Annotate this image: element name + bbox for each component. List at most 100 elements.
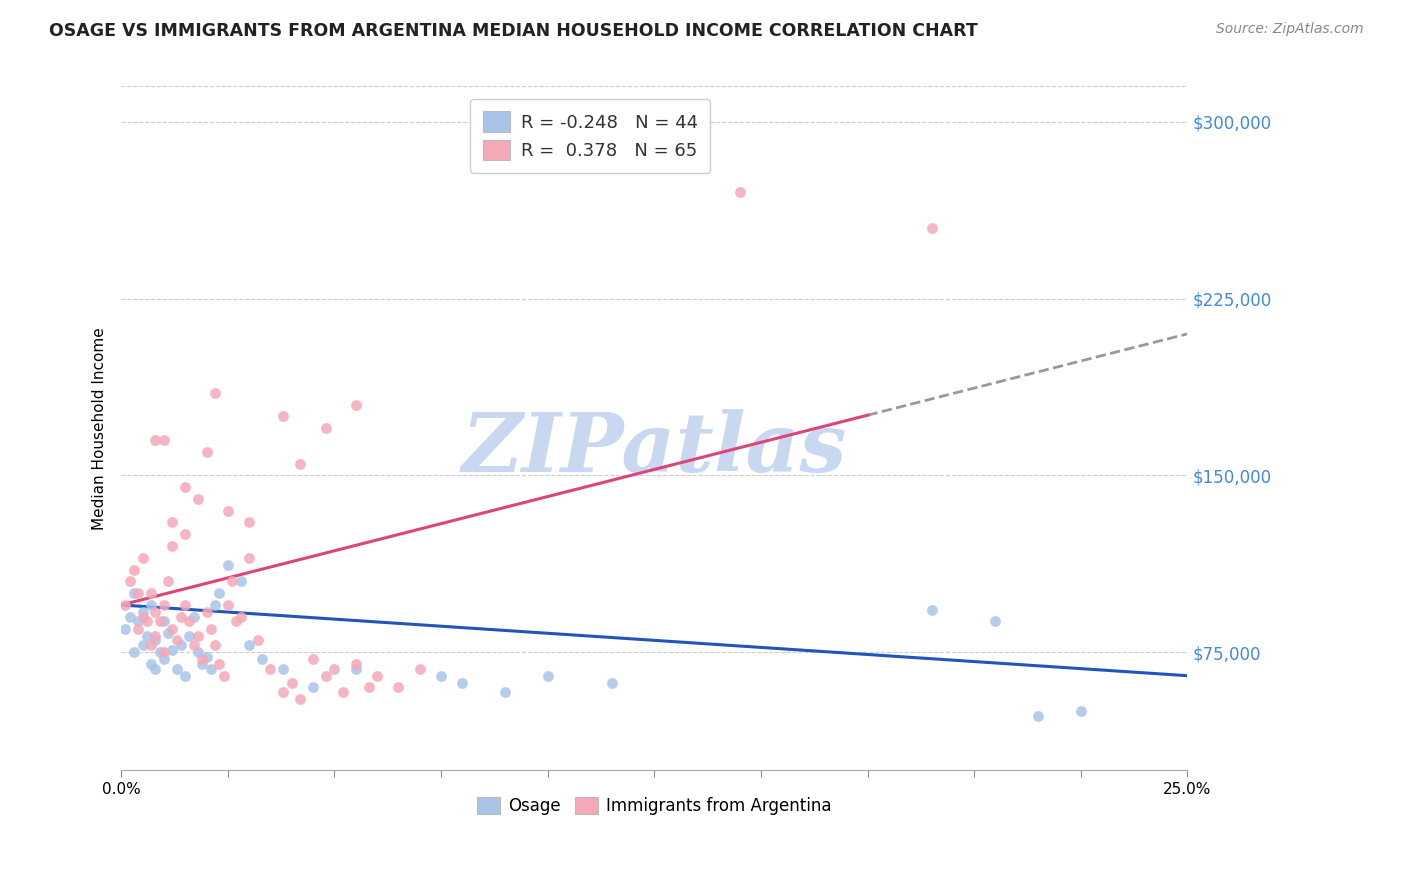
Text: OSAGE VS IMMIGRANTS FROM ARGENTINA MEDIAN HOUSEHOLD INCOME CORRELATION CHART: OSAGE VS IMMIGRANTS FROM ARGENTINA MEDIA… [49,22,979,40]
Point [217,598,239,612]
Point [174,480,197,494]
Point [179,629,201,643]
Point [149,645,172,659]
Point [1026,708,1049,723]
Point [118,609,141,624]
Point [166,662,188,676]
Point [174,669,197,683]
Point [122,645,145,659]
Point [187,645,209,659]
Point [139,638,162,652]
Point [315,421,337,435]
Point [143,629,166,643]
Point [451,675,474,690]
Point [225,615,247,629]
Point [984,615,1007,629]
Point [204,598,226,612]
Point [537,669,560,683]
Point [122,563,145,577]
Point [153,598,176,612]
Point [170,638,193,652]
Point [118,574,141,589]
Point [238,516,260,530]
Point [332,685,354,699]
Point [195,649,218,664]
Point [208,586,231,600]
Point [135,615,157,629]
Point [271,409,294,424]
Point [170,609,193,624]
Point [200,622,222,636]
Point [323,662,346,676]
Point [174,598,197,612]
Point [153,652,176,666]
Point [127,586,149,600]
Point [183,638,205,652]
Point [200,662,222,676]
Point [290,692,312,706]
Point [143,605,166,619]
Point [344,662,367,676]
Point [494,685,516,699]
Point [135,629,157,643]
Point [217,558,239,572]
Point [139,657,162,671]
Point [122,586,145,600]
Point [238,638,260,652]
Text: ZIPatlas: ZIPatlas [461,409,846,489]
Point [271,685,294,699]
Point [179,615,201,629]
Point [315,669,337,683]
Text: Source: ZipAtlas.com: Source: ZipAtlas.com [1216,22,1364,37]
Point [229,574,252,589]
Point [271,662,294,676]
Point [195,605,218,619]
Point [166,633,188,648]
Point [229,609,252,624]
Point [195,444,218,458]
Point [131,605,153,619]
Point [162,642,184,657]
Point [728,186,751,200]
Point [600,675,623,690]
Point [246,633,269,648]
Point [127,622,149,636]
Point [131,609,153,624]
Point [162,622,184,636]
Point [143,633,166,648]
Point [162,516,184,530]
Point [250,652,273,666]
Point [387,681,409,695]
Point [344,657,367,671]
Point [221,574,243,589]
Point [430,669,453,683]
Point [162,539,184,553]
Point [366,669,388,683]
Point [212,669,235,683]
Point [153,433,176,447]
Point [259,662,281,676]
Point [143,433,166,447]
Point [187,491,209,506]
Point [302,652,325,666]
Point [187,629,209,643]
Point [139,598,162,612]
Point [921,220,943,235]
Point [174,527,197,541]
Point [153,615,176,629]
Point [302,681,325,695]
Point [357,681,380,695]
Point [143,662,166,676]
Point [157,574,180,589]
Point [191,657,214,671]
Point [139,586,162,600]
Point [204,638,226,652]
Point [238,550,260,565]
Point [131,550,153,565]
Point [217,504,239,518]
Point [153,645,176,659]
Point [204,385,226,400]
Point [114,598,136,612]
Point [114,622,136,636]
Y-axis label: Median Household Income: Median Household Income [93,326,107,530]
